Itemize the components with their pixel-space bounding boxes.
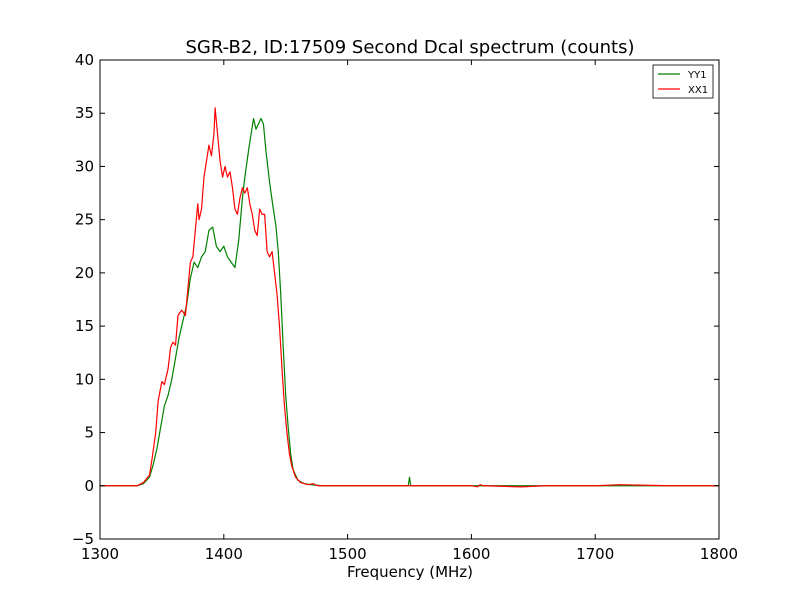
series-layer <box>100 107 719 488</box>
y-tick-label: 15 <box>75 317 94 335</box>
y-axis-ticks: −5 0 5 10 15 20 25 30 35 40 <box>72 51 719 548</box>
y-tick-label: 30 <box>75 157 94 175</box>
chart-title: SGR-B2, ID:17509 Second Dcal spectrum (c… <box>185 37 634 58</box>
x-tick-label: 1600 <box>452 545 490 563</box>
y-tick-label: 5 <box>84 424 94 442</box>
series-line-xx1 <box>100 107 719 488</box>
x-axis-label: Frequency (MHz) <box>347 563 473 581</box>
plot-area <box>99 59 720 540</box>
legend-label-yy1: YY1 <box>687 70 707 81</box>
y-tick-label: 25 <box>75 211 94 229</box>
legend-label-xx1: XX1 <box>688 85 708 96</box>
y-tick-label: −5 <box>72 530 94 548</box>
legend-box <box>652 64 714 99</box>
x-tick-label: 1700 <box>576 545 614 563</box>
x-tick-label: 1400 <box>205 545 243 563</box>
x-tick-label: 1500 <box>329 545 367 563</box>
x-tick-label: 1800 <box>700 545 738 563</box>
series-line-yy1 <box>100 117 719 487</box>
legend: YY1 XX1 <box>652 64 714 99</box>
y-tick-label: 20 <box>75 264 94 282</box>
y-tick-label: 10 <box>75 370 94 388</box>
y-tick-label: 35 <box>75 104 94 122</box>
axes-frame <box>99 59 720 540</box>
x-tick-label: 1300 <box>81 545 119 563</box>
y-tick-label: 40 <box>75 51 94 69</box>
y-tick-label: 0 <box>84 477 94 495</box>
x-axis-ticks: 1300 1400 1500 1600 1700 1800 <box>81 60 738 563</box>
